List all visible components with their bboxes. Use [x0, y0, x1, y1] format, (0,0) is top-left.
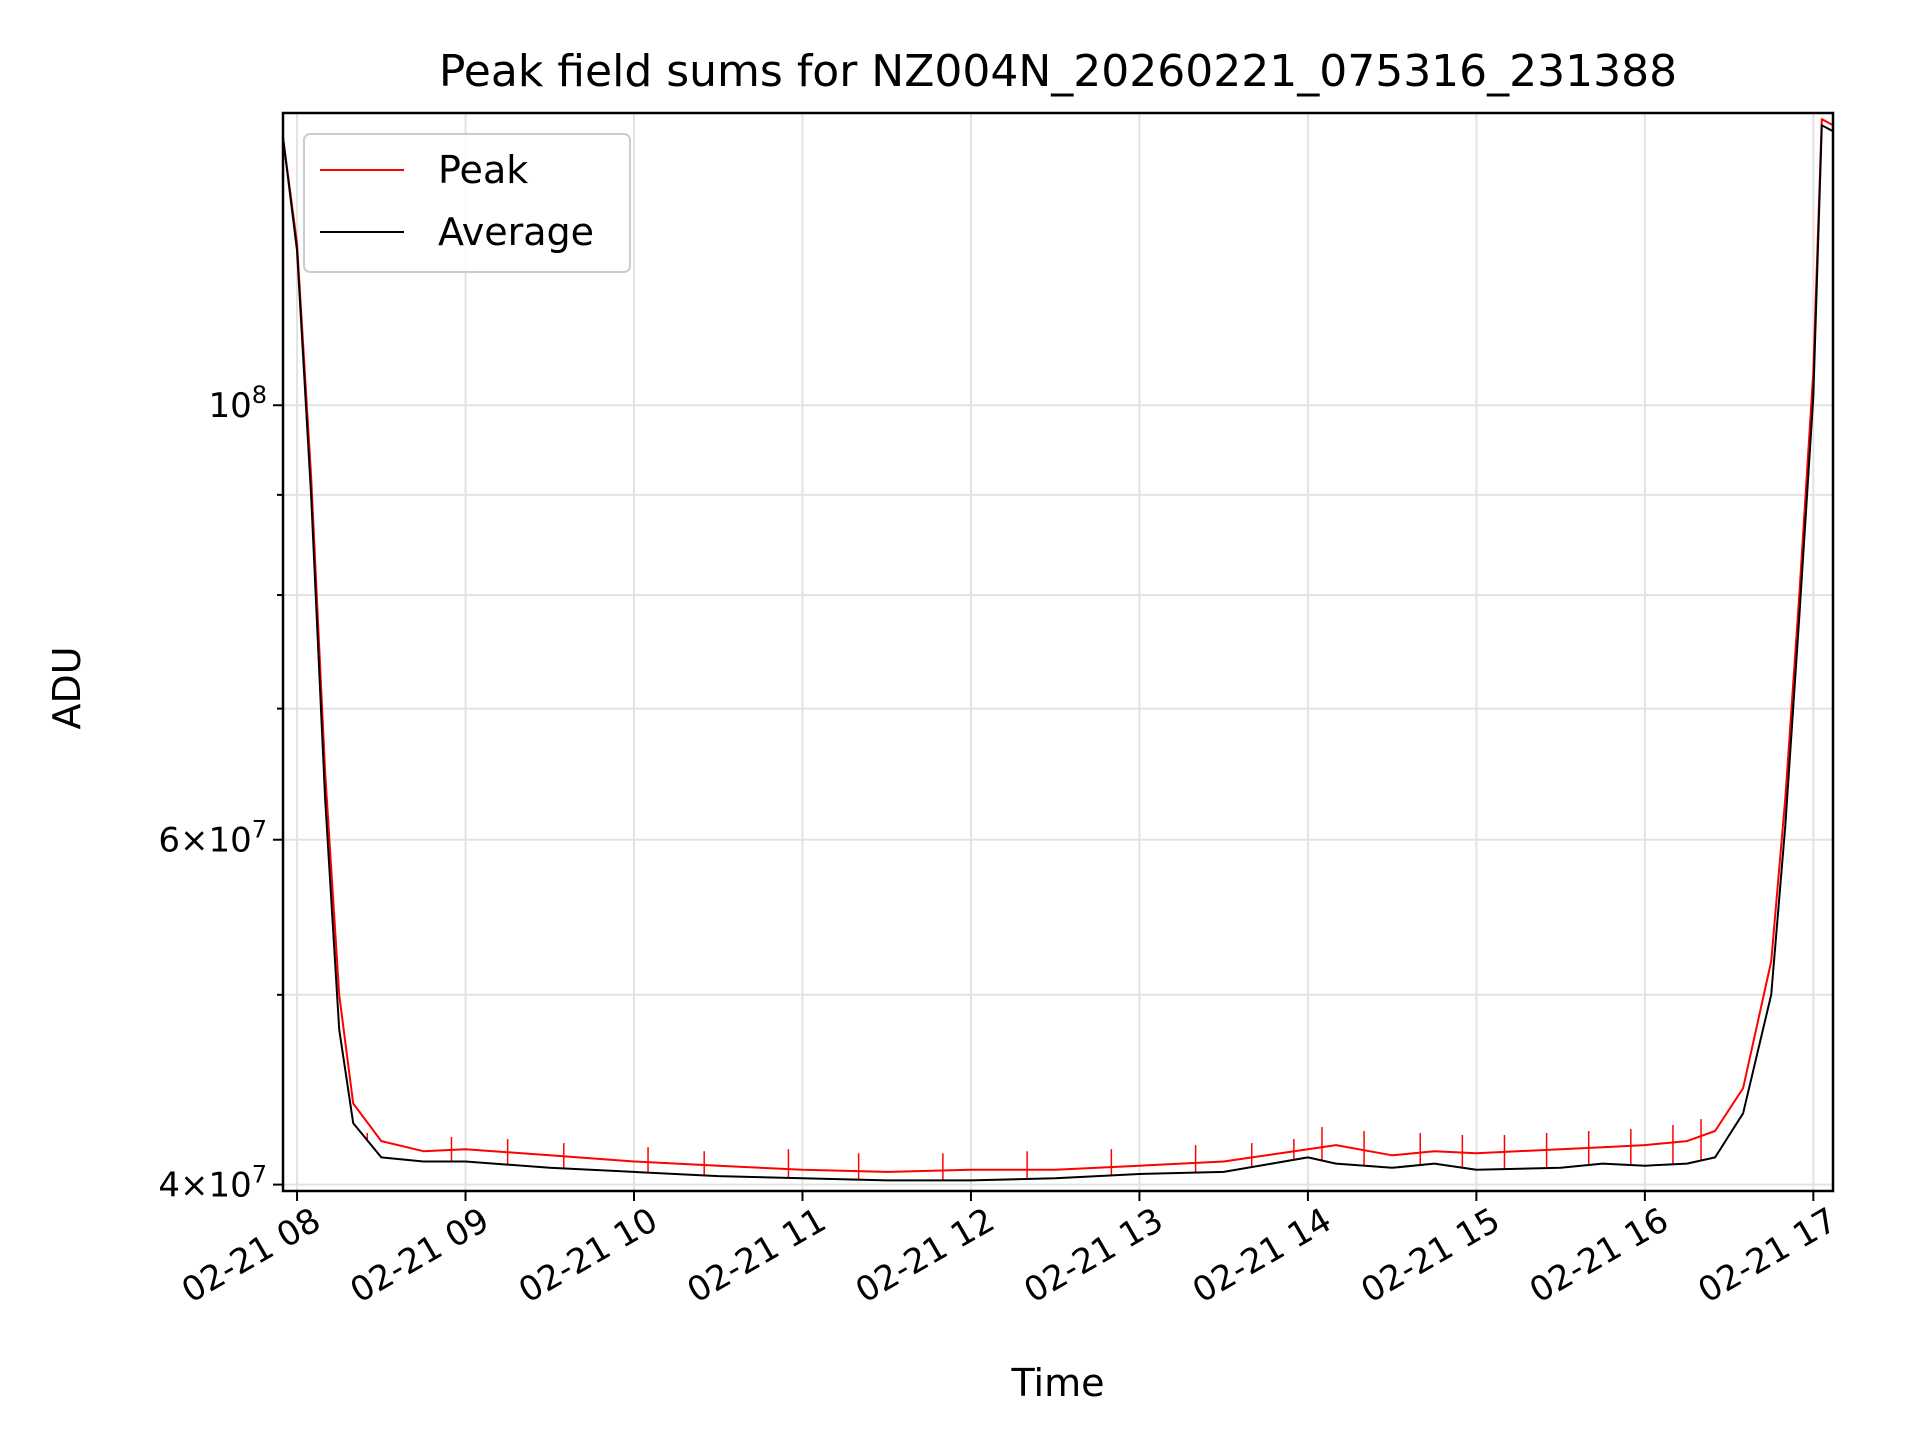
peak-spikes — [366, 1119, 1702, 1181]
legend-box — [303, 133, 631, 273]
series-lines — [282, 118, 1834, 1182]
grid — [283, 113, 1833, 1191]
series-line-average — [282, 124, 1834, 1182]
y-tick-label: 4×107 — [158, 1161, 267, 1206]
legend-average-label: Average — [438, 210, 594, 254]
plot-frame — [281, 111, 1835, 1193]
legend-peak-label: Peak — [438, 148, 528, 192]
y-tick-label: 6×107 — [158, 816, 267, 861]
chart-title: Peak field sums for NZ004N_20260221_0753… — [439, 46, 1677, 97]
y-axis-label: ADU — [45, 646, 89, 729]
y-tick-label: 108 — [208, 381, 267, 426]
x-axis-label: Time — [1011, 1361, 1105, 1405]
legend: Peak Average — [303, 133, 631, 273]
y-axis-ticks: 4×107 6×107 108 — [158, 381, 283, 1206]
series-line-peak — [282, 118, 1834, 1173]
